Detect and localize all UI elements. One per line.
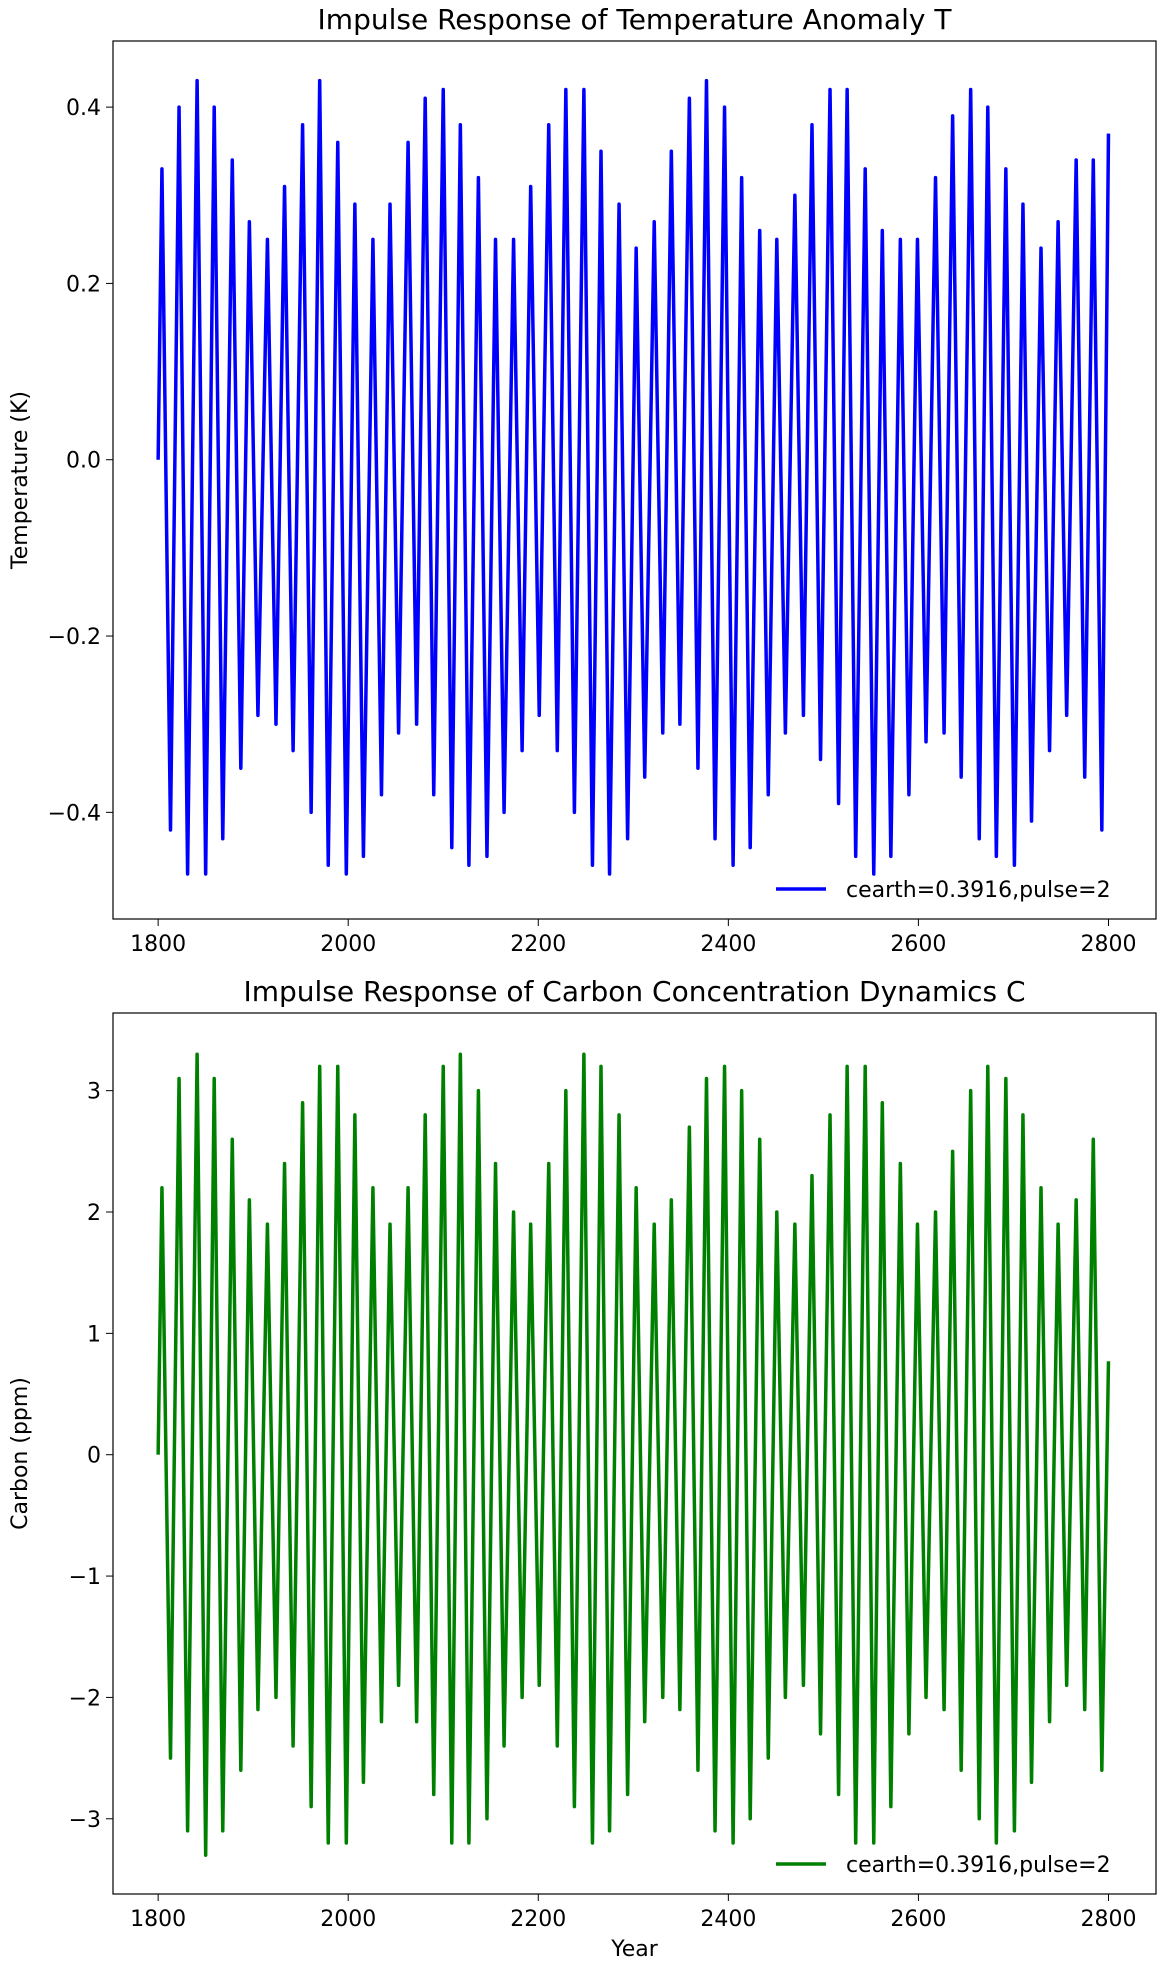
- y-tick-label: 0.0: [66, 449, 101, 474]
- y-tick-label: −0.4: [48, 801, 101, 826]
- x-axis-label: Year: [610, 1937, 659, 1962]
- x-tick-label: 2000: [320, 932, 376, 957]
- x-tick-label: 2000: [320, 1907, 376, 1932]
- x-tick-label: 2600: [890, 1907, 946, 1932]
- data-line: [156, 1052, 1111, 1857]
- y-tick-label: −1: [69, 1565, 101, 1590]
- y-tick-label: 2: [87, 1201, 101, 1226]
- x-tick-label: 2800: [1080, 932, 1136, 957]
- chart-title: Impulse Response of Temperature Anomaly …: [318, 3, 953, 36]
- y-tick-label: −3: [69, 1808, 101, 1833]
- x-tick-label: 2200: [510, 932, 566, 957]
- x-tick-label: 1800: [130, 932, 186, 957]
- x-tick-label: 2400: [700, 932, 756, 957]
- y-tick-label: −2: [69, 1686, 101, 1711]
- y-tick-label: −0.2: [48, 625, 101, 650]
- axes-frame: [112, 1012, 1157, 1895]
- y-tick-label: 3: [87, 1080, 101, 1105]
- legend-label: cearth=0.3916,pulse=2: [846, 878, 1111, 903]
- x-tick-label: 1800: [130, 1907, 186, 1932]
- x-tick-label: 2800: [1080, 1907, 1136, 1932]
- y-axis-label: Temperature (K): [8, 391, 33, 570]
- x-tick-label: 2400: [700, 1907, 756, 1932]
- data-line: [156, 78, 1111, 876]
- legend-label: cearth=0.3916,pulse=2: [846, 1853, 1111, 1878]
- x-tick-label: 2600: [890, 932, 946, 957]
- axes-frame: [112, 40, 1157, 920]
- y-tick-label: 0: [87, 1444, 101, 1469]
- y-tick-label: 0.2: [66, 272, 101, 297]
- x-tick-label: 2200: [510, 1907, 566, 1932]
- y-axis-label: Carbon (ppm): [8, 1377, 33, 1530]
- chart-title: Impulse Response of Carbon Concentration…: [243, 975, 1025, 1008]
- y-tick-label: 0.4: [66, 96, 101, 121]
- y-tick-label: 1: [87, 1322, 101, 1347]
